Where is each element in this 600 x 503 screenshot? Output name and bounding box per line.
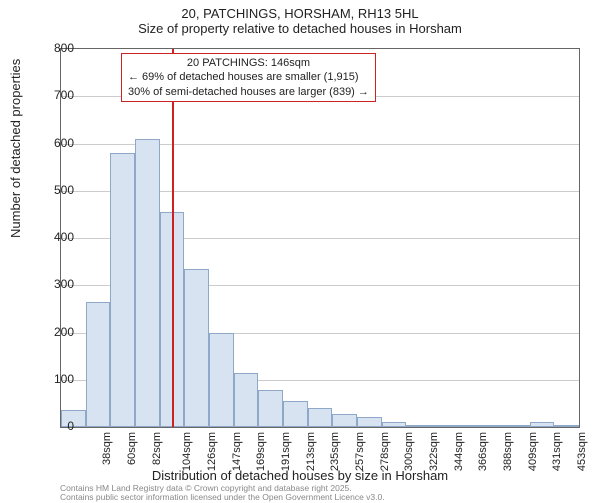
- y-axis-label: Number of detached properties: [8, 59, 23, 238]
- xtick-label: 82sqm: [151, 432, 163, 465]
- xtick-label: 191sqm: [280, 432, 292, 471]
- histogram-bar: [234, 373, 259, 427]
- xtick-label: 453sqm: [576, 432, 588, 471]
- histogram-bar: [431, 425, 456, 427]
- annotation-box: 20 PATCHINGS: 146sqm ← 69% of detached h…: [121, 53, 376, 102]
- ytick-label: 700: [34, 88, 74, 102]
- xtick-label: 104sqm: [181, 432, 193, 471]
- histogram-bar: [456, 425, 481, 427]
- histogram-bar: [283, 401, 308, 427]
- histogram-bar: [530, 422, 555, 427]
- xtick-label: 147sqm: [231, 432, 243, 471]
- histogram-bar: [332, 414, 357, 427]
- histogram-bar: [110, 153, 135, 427]
- ytick-label: 0: [34, 419, 74, 433]
- ytick-label: 600: [34, 136, 74, 150]
- xtick-label: 322sqm: [428, 432, 440, 471]
- xtick-label: 278sqm: [379, 432, 391, 471]
- title-block: 20, PATCHINGS, HORSHAM, RH13 5HL Size of…: [0, 0, 600, 38]
- plot-area: 20 PATCHINGS: 146sqm ← 69% of detached h…: [60, 48, 580, 428]
- xtick-label: 213sqm: [305, 432, 317, 471]
- reference-line: [172, 49, 174, 427]
- xtick-label: 366sqm: [477, 432, 489, 471]
- title-line-1: 20, PATCHINGS, HORSHAM, RH13 5HL: [0, 6, 600, 21]
- xtick-label: 257sqm: [354, 432, 366, 471]
- histogram-bar: [135, 139, 160, 427]
- histogram-bar: [308, 408, 333, 427]
- xtick-label: 60sqm: [126, 432, 138, 465]
- ytick-label: 800: [34, 41, 74, 55]
- histogram-bar: [554, 425, 579, 427]
- histogram-bar: [184, 269, 209, 427]
- xtick-label: 388sqm: [502, 432, 514, 471]
- histogram-bar: [258, 390, 283, 427]
- histogram-bar: [86, 302, 111, 427]
- xtick-label: 169sqm: [255, 432, 267, 471]
- ytick-label: 100: [34, 372, 74, 386]
- annotation-line-3: 30% of semi-detached houses are larger (…: [128, 85, 369, 99]
- histogram-bar: [406, 425, 431, 427]
- chart-container: 20, PATCHINGS, HORSHAM, RH13 5HL Size of…: [0, 0, 600, 500]
- title-line-2: Size of property relative to detached ho…: [0, 21, 600, 36]
- ytick-label: 400: [34, 230, 74, 244]
- ytick-label: 200: [34, 325, 74, 339]
- xtick-label: 38sqm: [101, 432, 113, 465]
- ytick-label: 300: [34, 277, 74, 291]
- annotation-line-2: ← 69% of detached houses are smaller (1,…: [128, 70, 369, 84]
- xtick-label: 344sqm: [453, 432, 465, 471]
- xtick-label: 409sqm: [527, 432, 539, 471]
- histogram-bar: [480, 425, 505, 427]
- footer-line-2: Contains public sector information licen…: [60, 493, 385, 502]
- xtick-label: 235sqm: [329, 432, 341, 471]
- histogram-bar: [505, 425, 530, 427]
- xtick-label: 431sqm: [551, 432, 563, 471]
- histogram-bar: [382, 422, 407, 427]
- histogram-bar: [357, 417, 382, 427]
- annotation-line-1: 20 PATCHINGS: 146sqm: [128, 56, 369, 70]
- xtick-label: 300sqm: [403, 432, 415, 471]
- ytick-label: 500: [34, 183, 74, 197]
- histogram-bar: [209, 333, 234, 428]
- xtick-label: 126sqm: [206, 432, 218, 471]
